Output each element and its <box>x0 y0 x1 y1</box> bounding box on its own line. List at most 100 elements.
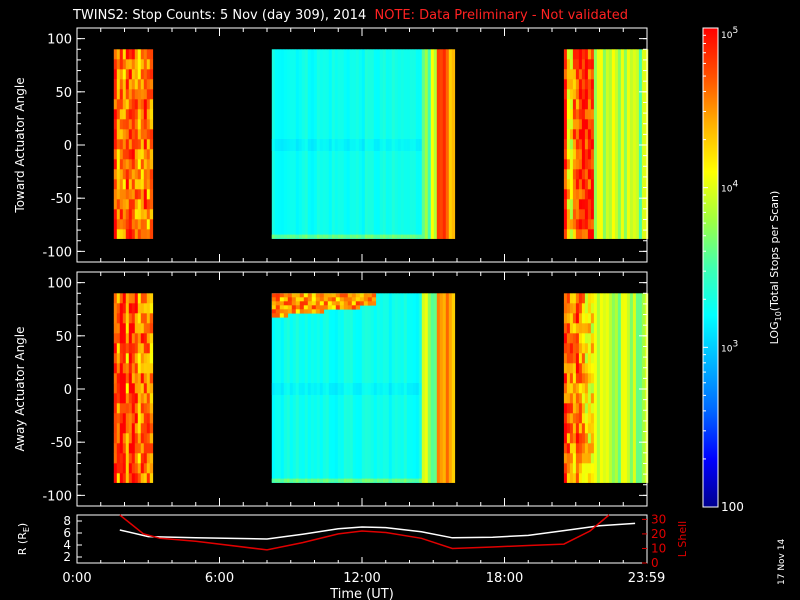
heatmap-cell <box>116 119 121 130</box>
heatmap-cell <box>581 49 586 60</box>
heatmap-cell <box>339 297 345 302</box>
heatmap-cell <box>149 69 154 80</box>
heatmap-cell <box>143 189 148 200</box>
heatmap-cell <box>119 129 124 140</box>
heatmap-cell <box>638 293 643 483</box>
heatmap-cell <box>611 49 616 239</box>
heatmap-cell <box>566 343 571 354</box>
heatmap-cell <box>143 343 148 354</box>
heatmap-cell <box>575 303 580 314</box>
heatmap-cell <box>376 139 381 151</box>
heatmap-cell <box>119 109 124 120</box>
heatmap-cell <box>629 293 634 483</box>
heatmap-cell <box>125 423 130 434</box>
heatmap-cell <box>283 297 289 302</box>
heatmap-cell <box>327 305 333 310</box>
heatmap-cell <box>140 463 145 474</box>
heatmap-cell <box>572 443 577 454</box>
heatmap-cell <box>131 353 136 364</box>
heatmap-cell <box>347 293 353 298</box>
heatmap-cell <box>620 49 625 239</box>
heatmap-cell <box>566 189 571 200</box>
heatmap-cell <box>439 49 444 239</box>
heatmap-cell <box>299 297 305 302</box>
heatmap-cell <box>581 119 586 130</box>
heatmap-cell <box>140 473 145 483</box>
heatmap-cell <box>584 149 589 160</box>
heatmap-cell <box>340 478 345 483</box>
heatmap-cell <box>343 383 348 395</box>
heatmap-cell <box>298 139 303 151</box>
heatmap-cell <box>572 383 577 394</box>
heatmap-cell <box>569 189 574 200</box>
heatmap-cell <box>146 393 151 404</box>
heatmap-cell <box>137 69 142 80</box>
heatmap-cell <box>578 423 583 434</box>
heatmap-cell <box>569 79 574 90</box>
heatmap-cell <box>578 473 583 483</box>
heatmap-cell <box>581 323 586 334</box>
heatmap-cell <box>581 423 586 434</box>
heatmap-cell <box>346 383 351 395</box>
heatmap-cell <box>283 478 288 483</box>
heatmap-cell <box>388 478 393 483</box>
heatmap-cell <box>391 383 396 395</box>
heatmap-cell <box>572 79 577 90</box>
heatmap-cell <box>146 69 151 80</box>
heatmap-cell <box>125 343 130 354</box>
orbit-left-tick-label: 4 <box>63 538 71 552</box>
heatmap-cell <box>140 89 145 100</box>
heatmap-cell <box>125 169 130 180</box>
heatmap-cell <box>569 229 574 239</box>
heatmap-cell <box>291 305 297 310</box>
heatmap-cell <box>125 453 130 464</box>
heatmap-cell <box>566 49 571 60</box>
heatmap-cell <box>578 433 583 444</box>
heatmap-cell <box>125 139 130 150</box>
heatmap-cell <box>587 179 592 190</box>
heatmap-cell <box>116 159 121 170</box>
heatmap-cell <box>376 234 381 239</box>
heatmap-cell <box>352 478 357 483</box>
heatmap-cell <box>298 478 303 483</box>
heatmap-cell <box>590 443 595 454</box>
heatmap-cell <box>298 383 303 395</box>
heatmap-cell <box>406 383 411 395</box>
heatmap-cell <box>119 149 124 160</box>
heatmap-cell <box>590 219 595 230</box>
heatmap-cell <box>149 59 154 70</box>
heatmap-cell <box>137 353 142 364</box>
heatmap-cell <box>590 303 595 314</box>
heatmap-cell <box>292 139 297 151</box>
heatmap-cell <box>149 353 154 364</box>
heatmap-cell <box>137 343 142 354</box>
heatmap-cell <box>113 139 118 150</box>
heatmap-cell <box>146 189 151 200</box>
heatmap-cell <box>572 69 577 80</box>
heatmap-cell <box>581 99 586 110</box>
heatmap-cell <box>397 139 402 151</box>
heatmap-cell <box>143 423 148 434</box>
heatmap-cell <box>113 443 118 454</box>
heatmap-cell <box>578 99 583 110</box>
heatmap-cell <box>146 403 151 414</box>
heatmap-cell <box>315 301 321 306</box>
heatmap-cell <box>587 59 592 70</box>
y-tick-label: 100 <box>47 277 72 292</box>
heatmap-cell <box>128 373 133 384</box>
heatmap-cell <box>131 393 136 404</box>
heatmap-cell <box>137 433 142 444</box>
heatmap-cell <box>578 119 583 130</box>
heatmap-cell <box>323 297 329 302</box>
heatmap-cell <box>149 129 154 140</box>
heatmap-cell <box>291 297 297 302</box>
heatmap-cell <box>125 149 130 160</box>
heatmap-cell <box>149 139 154 150</box>
heatmap-cell <box>584 89 589 100</box>
heatmap-cell <box>563 403 568 414</box>
heatmap-cell <box>361 478 366 483</box>
heatmap-cell <box>134 293 139 304</box>
heatmap-cell <box>131 463 136 474</box>
heatmap-cell <box>569 463 574 474</box>
heatmap-cell <box>581 189 586 200</box>
